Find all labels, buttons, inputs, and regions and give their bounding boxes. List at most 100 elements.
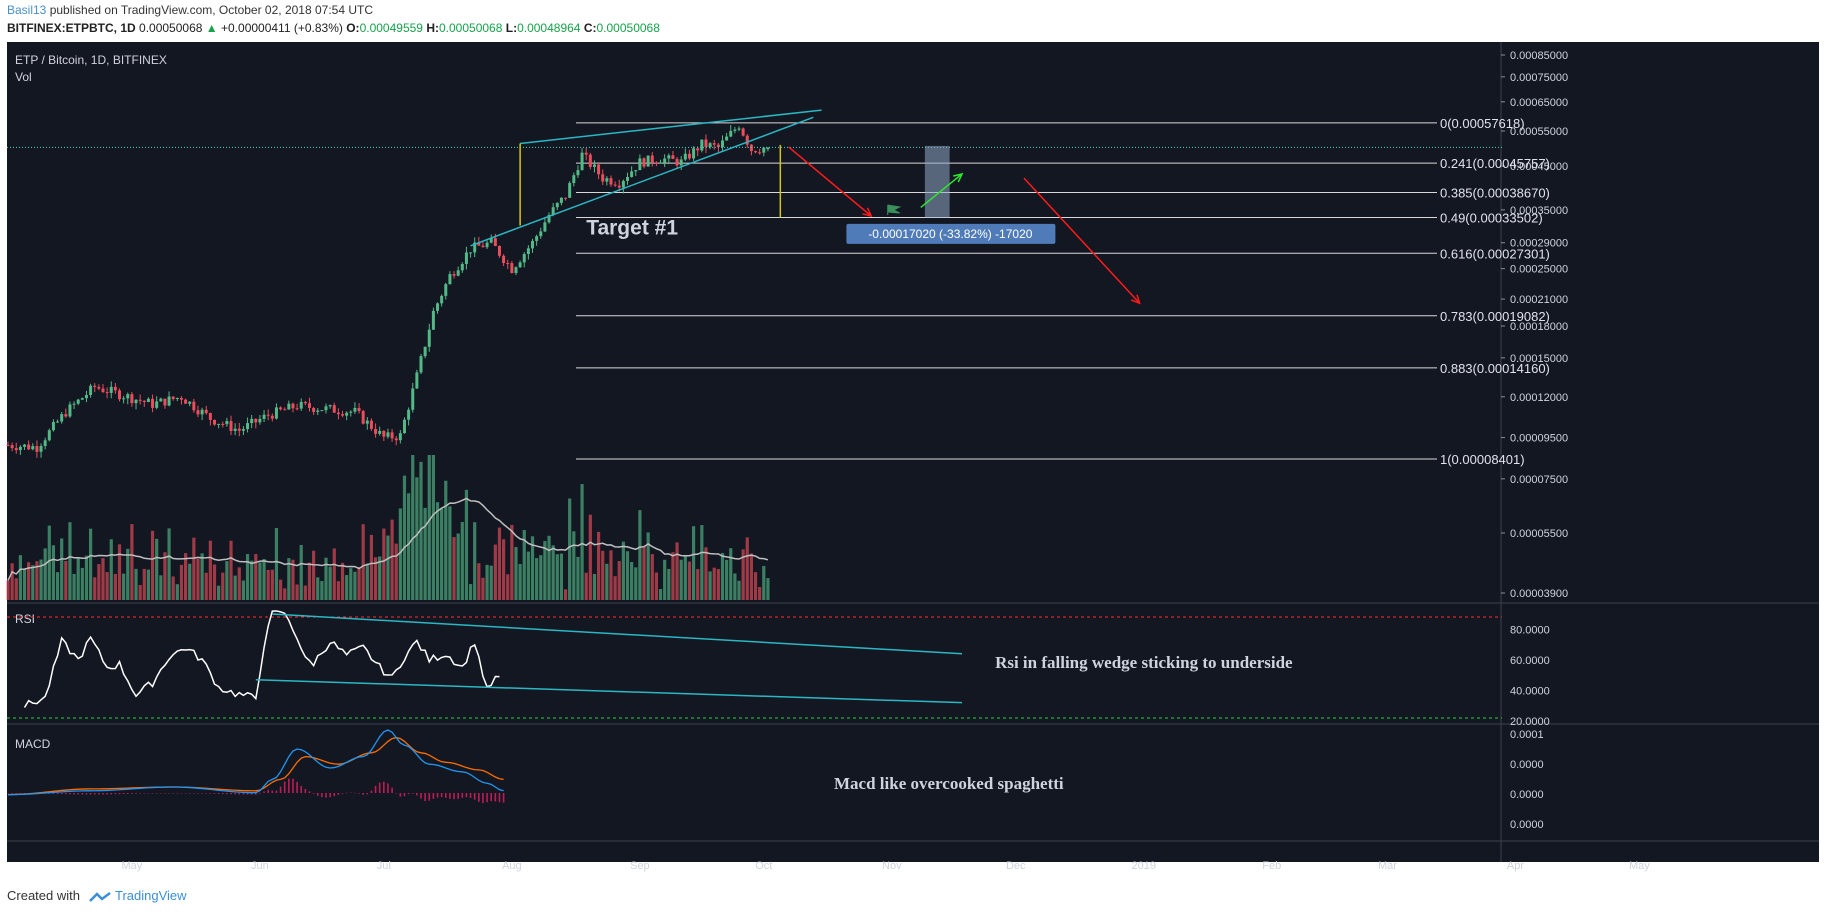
candle-body (184, 399, 188, 404)
volume-bar (105, 572, 109, 600)
macd-histogram-bar (449, 793, 451, 799)
candle-body (51, 421, 55, 431)
candle-body (411, 388, 415, 410)
flag-icon (887, 204, 902, 215)
volume-bar (411, 455, 415, 600)
macd-histogram-bar (478, 793, 480, 802)
author-link[interactable]: Basil13 (7, 3, 47, 17)
symbol-name: BITFINEX:ETPBTC, 1D (7, 21, 136, 35)
candle-body (188, 401, 192, 404)
candle-body (126, 394, 130, 399)
candle-body (663, 158, 667, 163)
macd-histogram-bar (242, 793, 245, 795)
volume-bar (229, 540, 233, 600)
macd-histogram-bar (60, 793, 63, 795)
volume-bar (572, 531, 576, 600)
macd-histogram-bar (407, 793, 410, 795)
rsi-line (23, 610, 500, 708)
y-tick-label: 0.00045000 (1510, 161, 1568, 173)
macd-histogram-bar (428, 793, 431, 801)
candle-body (105, 392, 109, 394)
macd-tick-label: 0.0000 (1510, 819, 1544, 831)
volume-bar (551, 545, 555, 600)
volume-bar (51, 545, 56, 600)
candle-body (68, 404, 72, 417)
candle-body (109, 386, 113, 393)
candle-body (84, 394, 88, 399)
candle-body (142, 400, 146, 403)
volume-bar (493, 544, 497, 600)
published-text: published on TradingView.com, October 02… (46, 3, 374, 17)
macd-histogram-bar (48, 793, 51, 794)
volume-bar (530, 536, 535, 600)
volume-bar (522, 530, 526, 600)
candle-body (547, 215, 551, 223)
created-with-text: Created with (7, 888, 80, 903)
volume-bar (22, 568, 27, 600)
volume-bar (10, 563, 14, 600)
candle-body (89, 385, 93, 395)
chart-title: ETP / Bitcoin, 1D, BITFINEX (15, 53, 167, 67)
candle-body (167, 396, 171, 406)
macd-histogram-bar (345, 792, 348, 794)
candle-body (307, 403, 311, 408)
candle-body (754, 151, 758, 153)
candle-body (320, 410, 324, 412)
candle-body (18, 446, 22, 451)
candle-body (402, 419, 406, 434)
candle-body (155, 401, 159, 408)
macd-histogram-bar (486, 793, 488, 803)
volume-bar (563, 589, 568, 600)
down-arrow-2-shaft (1023, 177, 1141, 304)
macd-histogram-bar (160, 793, 162, 794)
candle-body (737, 128, 741, 130)
candle-body (489, 238, 493, 243)
macd-histogram-bar (205, 793, 208, 794)
volume-bar (250, 560, 254, 600)
candle-body (192, 401, 196, 411)
candle-body (270, 415, 274, 419)
candle-body (43, 440, 47, 447)
tradingview-link[interactable]: TradingView (115, 888, 187, 903)
volume-bar (312, 550, 316, 600)
volume-bar (163, 552, 167, 600)
volume-bar (43, 548, 47, 600)
candle-body (287, 403, 291, 410)
volume-bar (138, 585, 142, 600)
low-value: 0.00048964 (517, 21, 581, 35)
macd-histogram-bar (89, 793, 92, 795)
volume-bar (283, 588, 287, 600)
candle-body (592, 164, 596, 167)
volume-bar (766, 578, 770, 600)
macd-histogram-bar (436, 793, 439, 798)
macd-histogram-bar (333, 793, 336, 797)
y-tick-label: 0.00009500 (1510, 433, 1568, 445)
candle-body (613, 184, 617, 186)
macd-histogram-bar (114, 793, 117, 795)
down-arrow-1-shaft (788, 146, 872, 217)
volume-bar (349, 568, 353, 600)
volume-bar (225, 561, 229, 600)
volume-bar (320, 581, 324, 600)
candle-body (382, 430, 386, 437)
volume-bar (64, 561, 68, 600)
x-tick-label: May (122, 860, 143, 872)
candle-body (407, 409, 411, 420)
candle-body (118, 390, 122, 400)
candle-body (741, 128, 745, 136)
candle-body (481, 245, 485, 248)
volume-bar (481, 577, 485, 600)
volume-bar (448, 506, 452, 600)
volume-bar (663, 559, 667, 600)
candle-body (522, 254, 526, 263)
candle-body (473, 242, 477, 253)
volume-bar (27, 562, 31, 600)
candle-body (609, 178, 613, 185)
volume-bar (547, 535, 551, 600)
macd-histogram-bar (490, 793, 493, 802)
volume-bar (419, 461, 423, 600)
volume-bar (440, 508, 444, 600)
macd-line (7, 729, 504, 796)
macd-histogram-bar (374, 785, 377, 793)
